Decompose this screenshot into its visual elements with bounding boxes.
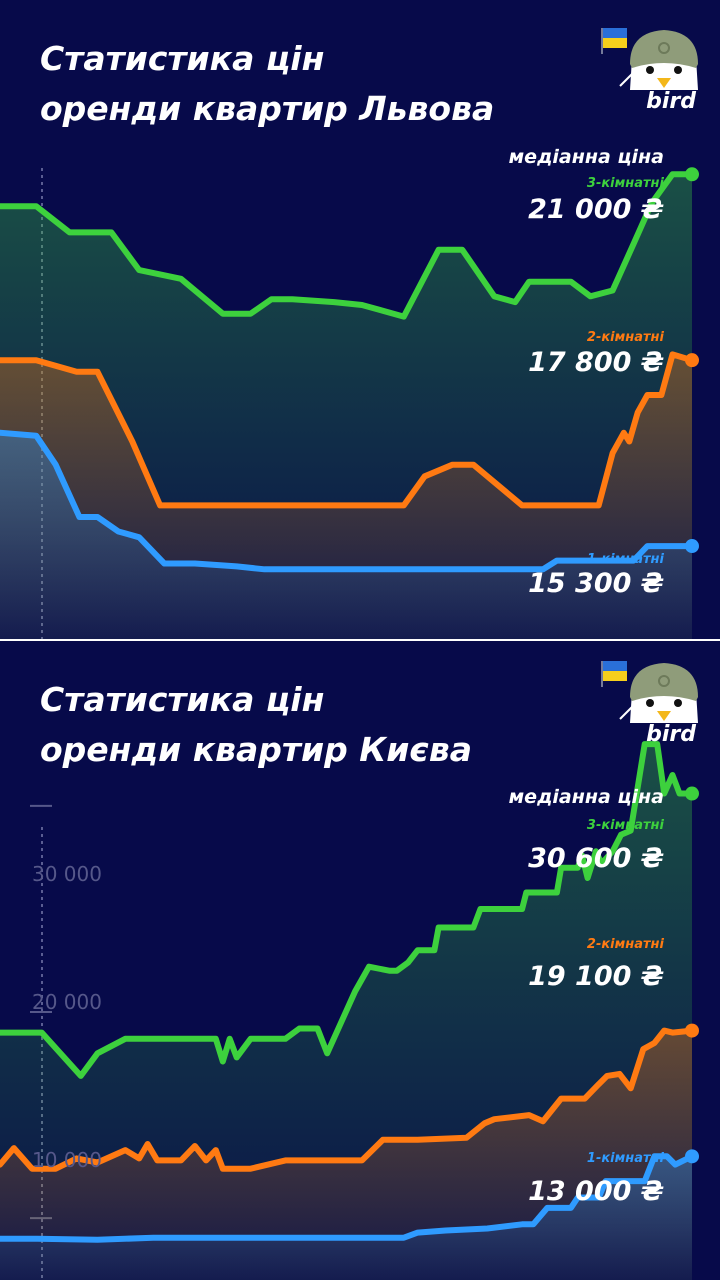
series-area-2-room <box>0 1030 692 1280</box>
ukraine-flag-icon <box>601 661 627 687</box>
median-price-label: медіанна ціна <box>508 146 664 168</box>
median-price-label: медіанна ціна <box>508 786 664 808</box>
series-line-1-room <box>0 429 695 573</box>
series-line-2-room <box>0 1027 695 1172</box>
value-2-room: 17 800 ₴ <box>528 347 664 378</box>
line-chart-kyiv <box>0 741 699 1280</box>
value-1-room: 13 000 ₴ <box>528 1176 664 1207</box>
legend-3-room: 3-кімнатні <box>586 176 664 191</box>
series-endpoint-3-room <box>685 786 699 801</box>
title-line-1: Статистика цін <box>40 680 325 719</box>
series-endpoint-2-room <box>685 1023 699 1038</box>
logo-text: bird <box>646 722 696 747</box>
value-3-room: 30 600 ₴ <box>528 843 664 874</box>
logo-text: bird <box>646 89 696 114</box>
helmet-bird-icon <box>619 663 698 723</box>
legend-3-room: 3-кімнатні <box>586 818 664 833</box>
chart-title-kyiv: Статистика цін оренди квартир Києва <box>40 675 472 775</box>
y-tick-label: 30 000 <box>32 862 102 886</box>
title-line-2: оренди квартир Львова <box>40 89 495 128</box>
bird-logo: bird <box>600 24 700 114</box>
legend-2-room: 2-кімнатні <box>586 937 664 952</box>
helmet-bird-icon <box>619 30 698 90</box>
title-line-2: оренди квартир Києва <box>40 730 473 769</box>
series-endpoint-1-room <box>685 539 699 554</box>
series-line-3-room <box>0 171 695 320</box>
series-line-3-room <box>0 741 695 1079</box>
legend-1-room: 1-кімнатні <box>586 1151 664 1166</box>
value-2-room: 19 100 ₴ <box>528 961 664 992</box>
line-chart-lviv <box>0 167 699 639</box>
y-tick-label: 20 000 <box>32 990 102 1014</box>
chart-panel-kyiv: Статистика цін оренди квартир Києва bird… <box>0 641 720 1280</box>
series-line-1-room <box>0 1153 695 1243</box>
legend-2-room: 2-кімнатні <box>586 330 664 345</box>
series-area-1-room <box>0 432 692 639</box>
ukraine-flag-icon <box>601 28 627 54</box>
series-area-1-room <box>0 1156 692 1280</box>
series-endpoint-1-room <box>685 1149 699 1164</box>
series-line-2-room <box>0 351 695 509</box>
chart-panel-lviv: Статистика цін оренди квартир Львова bir… <box>0 0 720 639</box>
series-endpoint-3-room <box>685 167 699 182</box>
series-endpoint-2-room <box>685 353 699 368</box>
value-1-room: 15 300 ₴ <box>528 568 664 599</box>
y-tick-label: 10 000 <box>32 1148 102 1172</box>
chart-title-lviv: Статистика цін оренди квартир Львова <box>40 34 494 134</box>
bird-logo: bird <box>600 657 700 747</box>
legend-1-room: 1-кімнатні <box>586 552 664 567</box>
title-line-1: Статистика цін <box>40 39 325 78</box>
value-3-room: 21 000 ₴ <box>528 194 664 225</box>
